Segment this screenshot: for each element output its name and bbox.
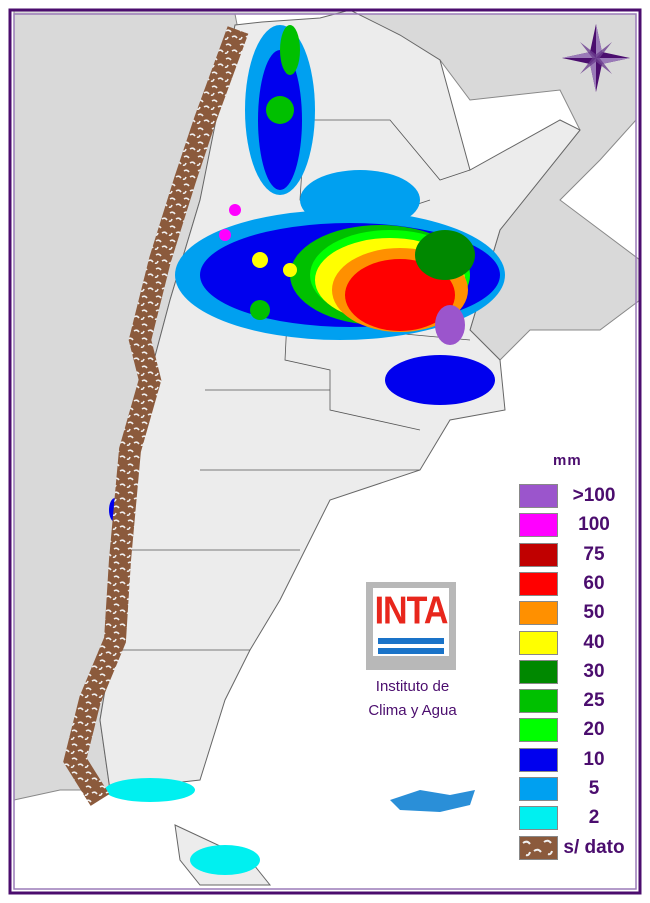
legend-swatch bbox=[519, 718, 558, 743]
legend-label: 60 bbox=[583, 572, 605, 594]
malvinas-islands bbox=[390, 790, 475, 812]
legend-swatch bbox=[519, 542, 558, 567]
legend-label: 5 bbox=[588, 778, 600, 799]
legend-item: 20 bbox=[519, 718, 639, 744]
legend-item: 30 bbox=[519, 659, 639, 686]
legend-label: 25 bbox=[583, 690, 605, 712]
legend-swatch bbox=[519, 777, 558, 801]
inta-logo: INTA bbox=[366, 582, 456, 670]
legend-label: 100 bbox=[578, 514, 610, 536]
legend-item: 60 bbox=[519, 571, 639, 598]
legend-item: 25 bbox=[519, 689, 639, 715]
legend-swatch bbox=[519, 571, 558, 596]
legend-swatch bbox=[519, 689, 558, 714]
institute-name-line1: Instituto de bbox=[375, 678, 450, 695]
legend-label: 30 bbox=[583, 660, 605, 682]
legend-swatch bbox=[519, 630, 558, 655]
legend-item: 100 bbox=[519, 513, 639, 539]
precipitation-fields bbox=[105, 25, 505, 875]
legend-label: 10 bbox=[583, 748, 605, 770]
legend-unit: mm bbox=[553, 452, 582, 469]
legend-item: 50 bbox=[519, 601, 639, 627]
compass-rose-icon bbox=[562, 24, 630, 92]
legend-swatch bbox=[519, 806, 558, 831]
legend-swatch bbox=[519, 601, 558, 626]
logo-text: INTA bbox=[374, 589, 449, 633]
legend-label: 20 bbox=[583, 719, 605, 741]
legend-swatch bbox=[519, 513, 558, 538]
no-data-band bbox=[63, 26, 249, 806]
legend-label: 2 bbox=[588, 807, 600, 829]
legend-item: 10 bbox=[519, 747, 639, 774]
legend-item: >100 bbox=[519, 484, 639, 510]
legend-item: 75 bbox=[519, 542, 639, 569]
legend-item: 2 bbox=[519, 806, 639, 832]
institute-name-line2: Clima y Agua bbox=[368, 702, 457, 719]
legend-label: 75 bbox=[583, 543, 605, 565]
legend-label: 40 bbox=[583, 631, 605, 653]
legend-item: s/ dato bbox=[519, 835, 639, 862]
legend-label: >100 bbox=[572, 485, 616, 506]
legend-swatch bbox=[519, 659, 558, 684]
legend-label: s/ dato bbox=[563, 836, 625, 858]
legend-label: 50 bbox=[583, 602, 605, 624]
map-frame bbox=[8, 8, 642, 895]
legend-swatch bbox=[519, 484, 558, 508]
legend-item: 5 bbox=[519, 777, 639, 803]
legend-swatch bbox=[519, 747, 558, 772]
legend-item: 40 bbox=[519, 630, 639, 657]
legend-swatch bbox=[519, 835, 558, 860]
